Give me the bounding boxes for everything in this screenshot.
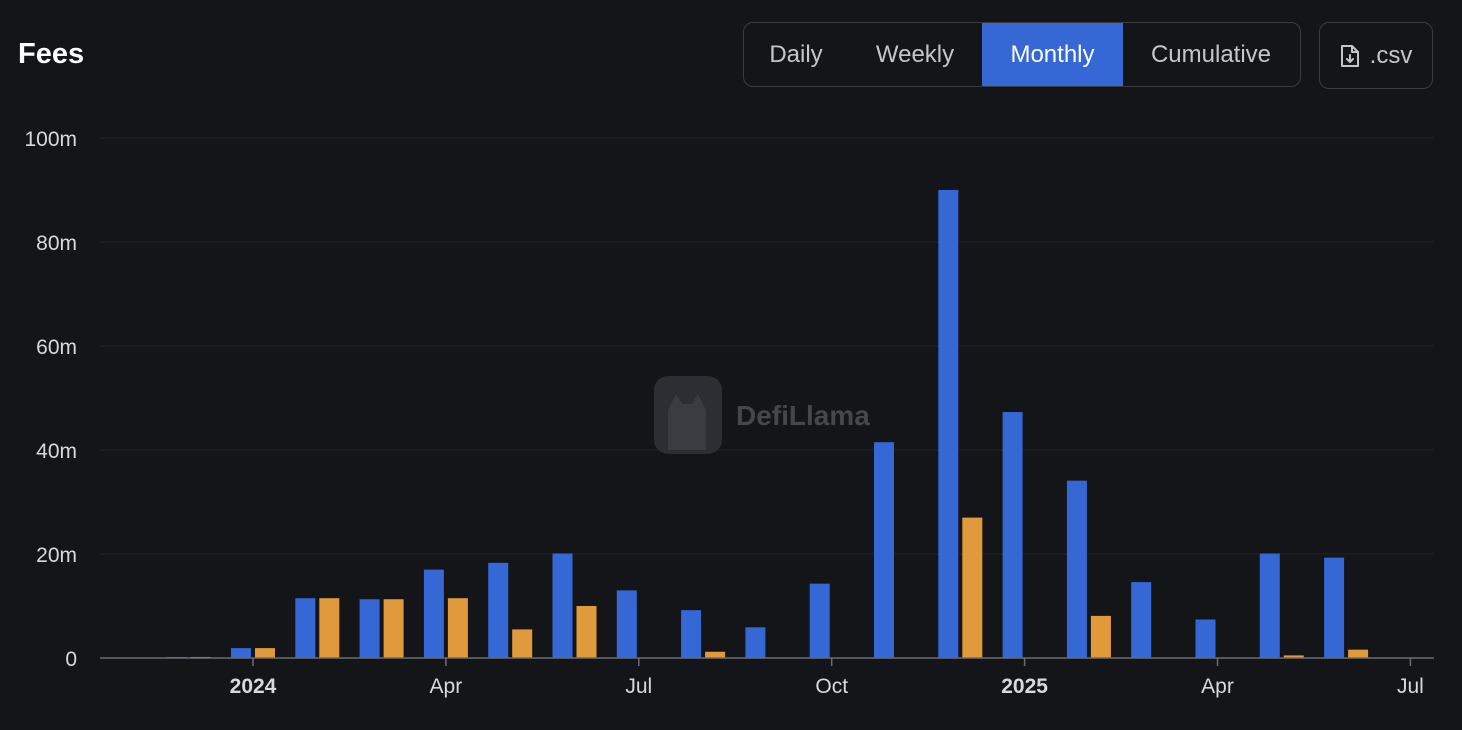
y-tick-label: 80m — [36, 232, 77, 255]
bar-series-1[interactable] — [231, 648, 251, 658]
tab-monthly[interactable]: Monthly — [982, 23, 1123, 86]
x-tick-label: 2025 — [1001, 675, 1048, 698]
bar-series-1[interactable] — [1259, 553, 1280, 658]
bar-series-1[interactable] — [681, 610, 702, 658]
bar-series-1[interactable] — [938, 190, 959, 658]
bar-series-2[interactable] — [576, 606, 597, 658]
watermark-text: DefiLlama — [736, 400, 870, 431]
bar-series-1[interactable] — [295, 598, 316, 658]
bar-series-1[interactable] — [1324, 557, 1345, 658]
bar-series-2[interactable] — [1090, 615, 1111, 658]
bar-series-2[interactable] — [383, 599, 404, 658]
tab-weekly[interactable]: Weekly — [875, 40, 955, 68]
y-tick-label: 40m — [36, 440, 77, 463]
y-tick-label: 60m — [36, 336, 77, 359]
x-tick-label: Oct — [815, 675, 848, 698]
bar-series-2[interactable] — [512, 629, 533, 658]
bar-series-1[interactable] — [616, 590, 637, 658]
bar-series-2[interactable] — [1283, 655, 1304, 658]
bar-series-1[interactable] — [809, 583, 830, 658]
tab-daily[interactable]: Daily — [769, 40, 823, 68]
fees-bar-chart: DefiLlama 0 20m 40m 60m 80m 100m 2024 Apr Jul Oct… — [24, 128, 1434, 698]
bar-series-1[interactable] — [1002, 412, 1023, 658]
bar-series-1[interactable] — [874, 442, 894, 658]
x-tick-label: Apr — [430, 675, 463, 698]
bar-series-1[interactable] — [745, 627, 766, 658]
y-tick-label: 0 — [65, 648, 77, 671]
bar-series-1[interactable] — [1131, 582, 1152, 658]
tab-cumulative[interactable]: Cumulative — [1150, 40, 1272, 68]
x-tick-label: Apr — [1201, 675, 1234, 698]
chart-grid — [100, 137, 1434, 555]
bar-series-2[interactable] — [705, 651, 726, 658]
bar-series-2[interactable] — [255, 648, 275, 658]
bar-series-1[interactable] — [1066, 480, 1087, 658]
timeframe-tabs: Daily Weekly Monthly Cumulative — [743, 22, 1301, 87]
y-tick-label: 20m — [36, 544, 77, 567]
page-title: Fees — [18, 38, 85, 70]
bar-series-2[interactable] — [319, 598, 340, 658]
x-tick-label: Jul — [1397, 675, 1424, 698]
defillama-watermark: DefiLlama — [654, 376, 870, 454]
chart-bars — [166, 190, 1369, 658]
y-tick-label: 100m — [24, 128, 77, 151]
bar-series-1[interactable] — [1195, 619, 1216, 658]
bar-series-1[interactable] — [552, 553, 573, 658]
bar-series-2[interactable] — [1348, 649, 1369, 658]
bar-series-1[interactable] — [359, 599, 380, 658]
file-download-icon — [1340, 44, 1359, 67]
download-csv-button[interactable]: .csv — [1319, 22, 1433, 89]
bar-series-1[interactable] — [488, 562, 509, 658]
bar-series-2[interactable] — [962, 517, 983, 658]
csv-label: .csv — [1369, 41, 1413, 69]
bar-series-1[interactable] — [423, 569, 444, 658]
bar-series-2[interactable] — [447, 598, 468, 658]
x-tick-label: 2024 — [230, 675, 277, 698]
x-tick-label: Jul — [625, 675, 652, 698]
chart-axes: 0 20m 40m 60m 80m 100m 2024 Apr Jul Oct 2025 Apr Jul — [24, 128, 1434, 698]
